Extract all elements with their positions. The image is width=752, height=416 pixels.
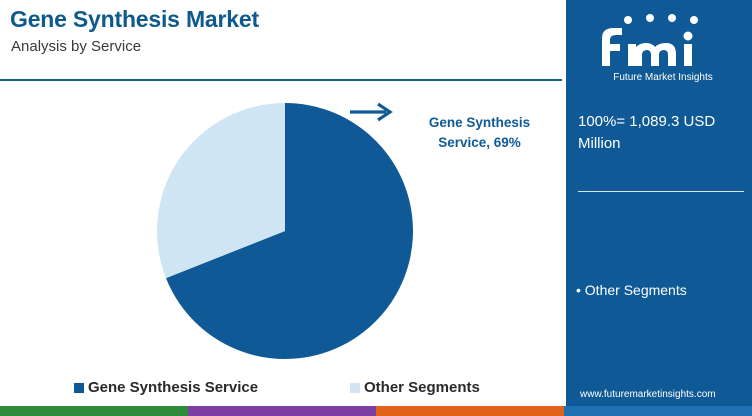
panel-bullet-other-segments: • Other Segments xyxy=(576,282,687,298)
logo-tagline: Future Market Insights xyxy=(613,72,712,83)
bottom-bar-segment xyxy=(376,406,564,416)
callout-line-2: Service, 69% xyxy=(438,135,521,150)
website-url: www.futuremarketinsights.com xyxy=(580,389,716,400)
legend-swatch-gene-synthesis-service xyxy=(74,383,84,393)
arrow-right-icon xyxy=(350,102,393,122)
callout-label: Gene Synthesis Service, 69% xyxy=(412,113,547,153)
total-market-size: 100%= 1,089.3 USD Million xyxy=(578,113,716,152)
title-divider xyxy=(0,79,562,81)
bottom-color-bar xyxy=(0,406,752,416)
fmi-logo-icon: Future Market Insights xyxy=(602,14,713,83)
bottom-bar-segment xyxy=(564,406,752,416)
pie-slice-other-segments xyxy=(156,103,285,279)
bottom-bar-segment xyxy=(188,406,376,416)
legend-label: Other Segments xyxy=(364,379,480,396)
chart-subtitle: Analysis by Service xyxy=(11,38,142,55)
chart-title: Gene Synthesis Market xyxy=(10,6,259,32)
pie-chart xyxy=(156,103,413,359)
panel-divider xyxy=(578,191,744,192)
pie-slice-gene-synthesis-service xyxy=(165,103,413,359)
legend-swatch-other-segments xyxy=(350,383,360,393)
callout-line-1: Gene Synthesis xyxy=(428,115,531,130)
legend-label: Gene Synthesis Service xyxy=(88,379,259,396)
bottom-bar-segment xyxy=(0,406,188,416)
summary-panel: Future Market Insights 100%= 1,089.3 USD… xyxy=(566,0,752,406)
